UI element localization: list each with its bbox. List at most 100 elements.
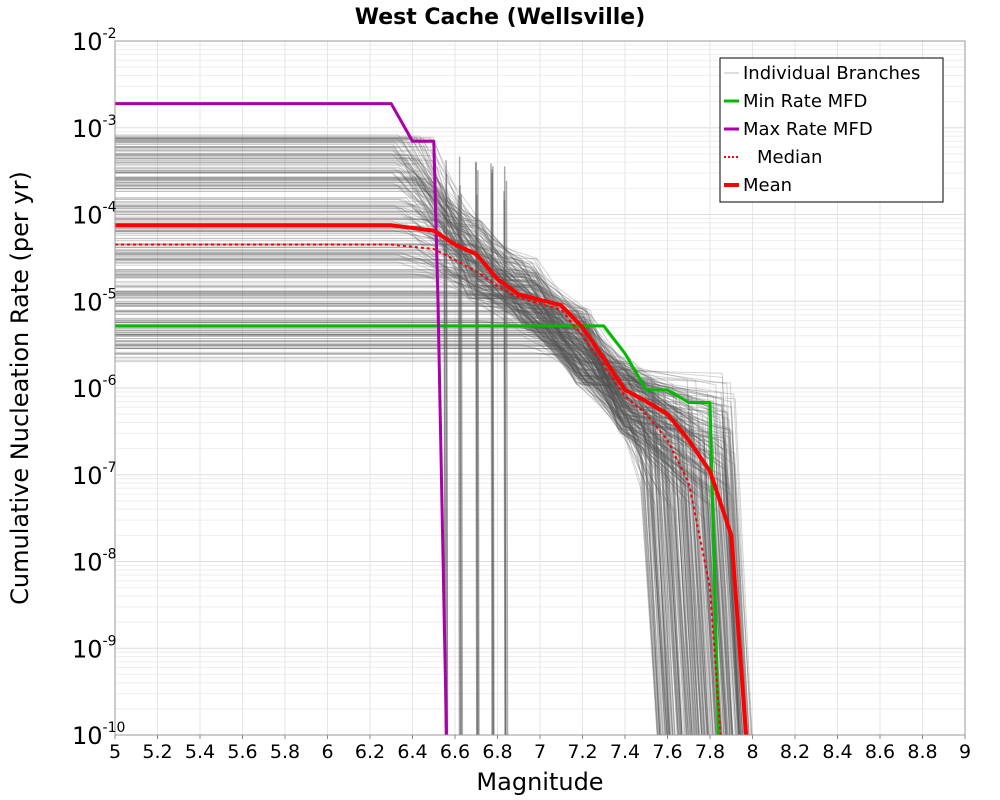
legend-box: [719, 57, 944, 203]
branch-line: [115, 139, 709, 736]
branch-line: [115, 158, 720, 736]
branch-line: [115, 353, 733, 736]
grid: [114, 41, 966, 736]
branch-line: [115, 188, 709, 736]
legend-label: Individual Branches: [743, 63, 920, 84]
branch-dropout: [445, 160, 448, 736]
x-axis-label: Magnitude: [476, 768, 603, 796]
branch-line: [115, 149, 687, 736]
branch-line: [115, 332, 731, 736]
x-axis-ticks: 5 5.2 5.4 5.6 5.8 6 6.2 6.4 6.6 6.8 7 7.2 7.4 7.6 7.8 8…: [109, 735, 971, 763]
y-tick-label: 10-2: [72, 26, 117, 56]
branch-line: [115, 160, 700, 736]
x-tick-label: 9: [959, 741, 971, 763]
branch-line: [115, 165, 705, 736]
branch-line: [115, 253, 683, 736]
branch-line: [115, 273, 740, 736]
branch-line: [115, 184, 697, 736]
branch-line: [115, 143, 740, 736]
branch-line: [115, 303, 742, 736]
branch-line: [115, 272, 723, 736]
branch-line: [115, 334, 672, 736]
branch-line: [115, 311, 693, 736]
x-tick-label: 5: [109, 741, 121, 763]
branch-line: [115, 295, 736, 736]
branch-line: [115, 222, 713, 736]
branch-line: [115, 345, 691, 736]
branch-dropout: [458, 156, 462, 736]
series-median: [115, 243, 722, 736]
branch-line: [115, 344, 742, 736]
branch-line: [115, 146, 732, 736]
branch-line: [115, 234, 748, 736]
branch-line: [115, 277, 731, 736]
branch-line: [115, 146, 724, 736]
branch-line: [115, 286, 681, 736]
branch-line: [115, 213, 662, 736]
branch-line: [115, 172, 692, 736]
branch-line: [115, 341, 708, 736]
branch-line: [115, 188, 680, 736]
branch-line: [115, 181, 733, 736]
branch-line: [115, 188, 745, 736]
branch-line: [115, 179, 676, 736]
branch-line: [115, 219, 659, 736]
legend: Individual Branches Min Rate MFD Max Rate …: [719, 57, 944, 203]
series-lines: [115, 102, 749, 736]
branch-line: [115, 183, 698, 736]
y-axis-ticks: 10-10 10-9 10-8 10-7 10-6 10-5 10-4 10-3 10-2: [72, 26, 125, 750]
branch-line: [115, 334, 740, 736]
branch-line: [115, 348, 658, 736]
branch-line: [115, 360, 722, 736]
branch-line: [115, 197, 666, 736]
branch-line: [115, 330, 668, 736]
branch-line: [115, 138, 722, 736]
x-tick-label: 6.4: [397, 741, 427, 763]
branch-dropout: [492, 166, 495, 736]
branch-line: [115, 264, 683, 736]
branch-line: [115, 154, 666, 736]
branch-dropout: [505, 180, 509, 736]
branch-line: [115, 330, 722, 736]
series-mean: [115, 223, 749, 736]
branch-line: [115, 225, 740, 736]
x-tick-label: 6.8: [482, 741, 512, 763]
branch-line: [115, 156, 725, 736]
branch-dropout: [490, 163, 493, 736]
x-tick-label: 7.6: [652, 741, 682, 763]
branch-line: [115, 343, 669, 736]
x-tick-label: 5.2: [142, 741, 172, 763]
branch-line: [115, 205, 722, 736]
legend-label: Max Rate MFD: [743, 119, 873, 140]
branch-line: [115, 305, 691, 736]
branch-line: [115, 285, 669, 736]
y-tick-label: 10-10: [72, 720, 125, 750]
branch-line: [115, 327, 682, 736]
branch-line: [115, 176, 740, 736]
branch-line: [115, 294, 703, 736]
branch-line: [115, 205, 682, 736]
branch-line: [115, 269, 740, 736]
branch-line: [115, 207, 743, 736]
branch-line: [115, 285, 671, 736]
branch-line: [115, 184, 661, 736]
branch-line: [115, 275, 744, 736]
branch-line: [115, 251, 704, 736]
branch-line: [115, 290, 740, 736]
branch-line: [115, 146, 731, 736]
branch-line: [115, 260, 682, 736]
branch-line: [115, 270, 733, 736]
branch-line: [115, 320, 720, 736]
x-tick-label: 8.8: [907, 741, 937, 763]
branch-line: [115, 359, 728, 736]
branch-line: [115, 157, 729, 736]
branch-line: [115, 167, 680, 736]
branch-line: [115, 137, 702, 736]
branch-line: [115, 249, 726, 736]
branch-line: [115, 137, 703, 736]
branch-line: [115, 140, 704, 736]
branch-line: [115, 351, 733, 736]
x-tick-label: 6: [321, 741, 333, 763]
x-tick-label: 7.4: [610, 741, 640, 763]
x-tick-label: 5.6: [227, 741, 257, 763]
